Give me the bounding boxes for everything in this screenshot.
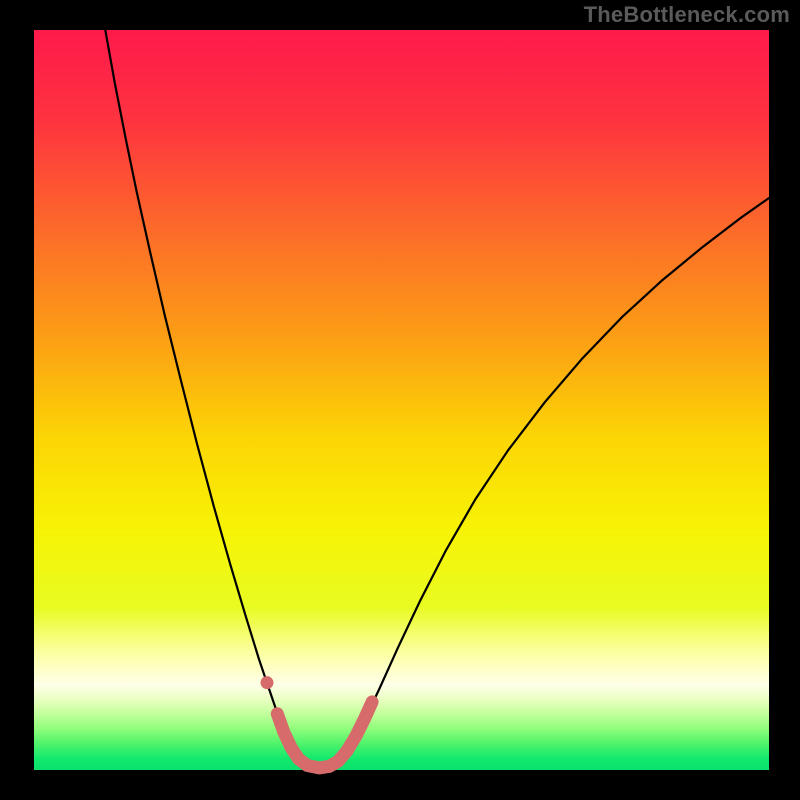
- plot-background: [34, 30, 769, 770]
- bottleneck-chart: [0, 0, 800, 800]
- overlay-dot: [261, 676, 274, 689]
- watermark-text: TheBottleneck.com: [584, 2, 790, 28]
- chart-container: TheBottleneck.com: [0, 0, 800, 800]
